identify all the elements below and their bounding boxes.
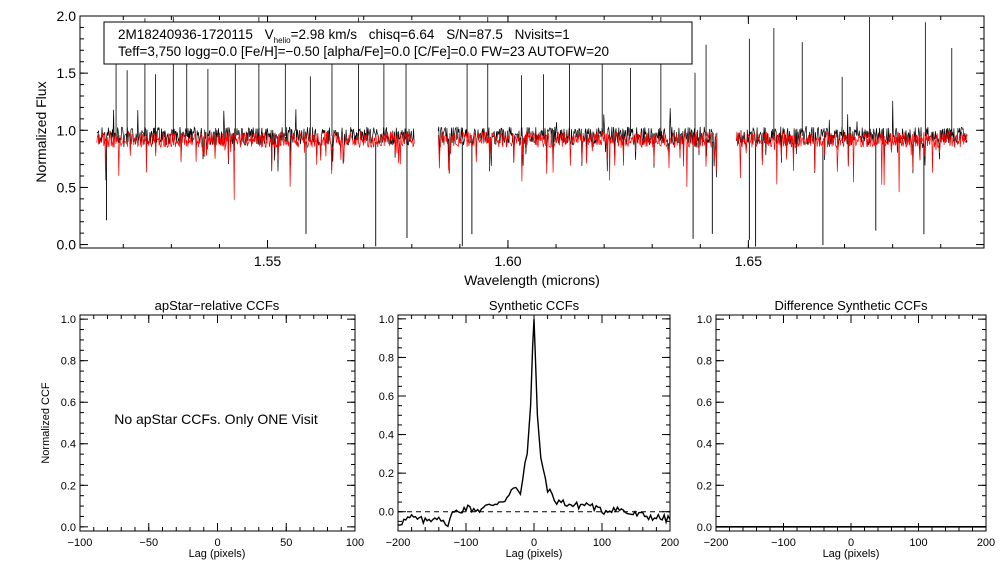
spectrum-ylabel: Normalized Flux bbox=[33, 81, 49, 182]
spectrum-ytick-label: 0.0 bbox=[57, 237, 77, 253]
spectrum-ticks: 1.55 1.60 1.65 0.0 0.5 1.0 1.5 2.0 bbox=[57, 8, 984, 269]
ccf-mid-xtick-label: −200 bbox=[386, 537, 411, 549]
vhelio-subscript: helio bbox=[274, 36, 291, 45]
ccf-left-ticks: −100 −50 0 50 100 0.0 0.2 0.4 0.6 0.8 1.0 bbox=[61, 314, 364, 549]
ccf-left-ytick-label: 0.2 bbox=[61, 480, 76, 492]
spectrum-params: Teff=3,750 logg=0.0 [Fe/H]=−0.50 [alpha/… bbox=[118, 44, 609, 59]
model-spectrum-line bbox=[96, 130, 968, 200]
ccf-mid-xtick-label: 100 bbox=[593, 537, 611, 549]
ccf-left-xtick-label: 50 bbox=[280, 537, 292, 549]
spectrum-info-line1: 2M18240936-1720115 Vhelio=2.98 km/s chis… bbox=[118, 27, 570, 45]
nvisits-value: Nvisits=1 bbox=[515, 27, 570, 42]
synthetic-ccf-curve bbox=[397, 318, 671, 528]
ccf-right-ytick-label: 0.0 bbox=[697, 522, 712, 534]
ccf-right-ytick-label: 0.4 bbox=[697, 439, 712, 451]
ccf-right-xtick-label: 100 bbox=[909, 537, 927, 549]
ccf-right-ytick-label: 0.8 bbox=[697, 356, 712, 368]
ccf-left-ytick-label: 1.0 bbox=[61, 314, 76, 326]
ccf-mid-ytick-label: 0.4 bbox=[379, 430, 394, 442]
ccf-right-ticks: −200 −100 0 100 200 0.0 0.2 0.4 0.6 0.8 1.0 bbox=[697, 314, 995, 549]
ccf-mid-ytick-label: 0.0 bbox=[379, 507, 394, 519]
ccf-right-xtick-label: 200 bbox=[977, 537, 995, 549]
model-chip-1 bbox=[96, 130, 415, 200]
ccf-mid-xtick-label: 200 bbox=[661, 537, 679, 549]
snr-value: S/N=87.5 bbox=[446, 27, 503, 42]
ccf-left-ytick-label: 0.6 bbox=[61, 397, 76, 409]
ccf-right-xlabel: Lag (pixels) bbox=[823, 548, 880, 560]
spectrum-panel: 1.55 1.60 1.65 0.0 0.5 1.0 1.5 2.0 2M18240936-1… bbox=[33, 8, 985, 288]
ccf-mid-ytick-label: 1.0 bbox=[379, 314, 394, 326]
ccf-left-ytick-label: 0.0 bbox=[61, 522, 76, 534]
ccf-right-xtick-label: −200 bbox=[704, 537, 729, 549]
ccf-mid-ytick-label: 0.8 bbox=[379, 352, 394, 364]
spectrum-xtick-label: 1.65 bbox=[735, 253, 762, 269]
spectrum-xtick-label: 1.55 bbox=[254, 253, 281, 269]
spectrum-ytick-label: 2.0 bbox=[57, 8, 77, 24]
ccf-right-ytick-label: 0.2 bbox=[697, 480, 712, 492]
ccf-right-frame bbox=[715, 314, 987, 532]
ccf-right-xtick-label: −100 bbox=[771, 537, 796, 549]
spectrum-xtick-label: 1.60 bbox=[494, 253, 521, 269]
ccf-left-xlabel: Lag (pixels) bbox=[189, 548, 246, 560]
spectrum-ytick-label: 1.5 bbox=[57, 65, 77, 81]
ccf-mid-xtick-label: −100 bbox=[454, 537, 479, 549]
ccf-left-title: apStar−relative CCFs bbox=[155, 298, 280, 313]
no-ccf-message: No apStar CCFs. Only ONE Visit bbox=[114, 411, 318, 427]
ccf-right-ytick-label: 0.6 bbox=[697, 397, 712, 409]
ccf-mid-frame bbox=[397, 314, 671, 532]
ccf-left-xtick-label: 100 bbox=[346, 537, 364, 549]
ccf-right-xtick-label: 0 bbox=[848, 537, 854, 549]
ccf-mid-xtick-label: 0 bbox=[531, 537, 537, 549]
ccf-mid-title: Synthetic CCFs bbox=[489, 298, 580, 313]
model-chip-3 bbox=[736, 130, 968, 193]
spectrum-info-box bbox=[103, 21, 693, 65]
ccf-mid-xlabel: Lag (pixels) bbox=[506, 548, 563, 560]
spectrum-frame bbox=[79, 15, 985, 249]
spectrum-ytick-label: 1.0 bbox=[57, 122, 77, 138]
vhelio-prefix: V bbox=[265, 27, 274, 42]
vhelio-value: =2.98 km/s bbox=[291, 27, 358, 42]
ccf-mid-panel: −200 −100 0 100 200 0.0 0.2 0.4 0.6 0.8 1.0 Synthe… bbox=[379, 298, 679, 560]
spectrum-xlabel: Wavelength (microns) bbox=[464, 272, 600, 288]
observed-chip-1 bbox=[96, 109, 415, 172]
ccf-left-xtick-label: −100 bbox=[68, 537, 93, 549]
ccf-left-xtick-label: 0 bbox=[214, 537, 220, 549]
ccf-left-xtick-label: −50 bbox=[139, 537, 158, 549]
ccf-left-ylabel: Normalized CCF bbox=[40, 382, 52, 464]
star-id: 2M18240936-1720115 bbox=[118, 27, 253, 42]
ccf-left-ytick-label: 0.8 bbox=[61, 356, 76, 368]
ccf-right-ytick-label: 1.0 bbox=[697, 314, 712, 326]
chisq-value: chisq=6.64 bbox=[369, 27, 435, 42]
observed-spectrum-line bbox=[96, 17, 968, 247]
ccf-left-panel: −100 −50 0 50 100 0.0 0.2 0.4 0.6 0.8 1.0 apStar−r… bbox=[40, 298, 364, 560]
model-chip-2 bbox=[437, 131, 718, 188]
ccf-right-title: Difference Synthetic CCFs bbox=[775, 298, 928, 313]
ccf-mid-ticks: −200 −100 0 100 200 0.0 0.2 0.4 0.6 0.8 1.0 bbox=[379, 314, 679, 549]
ccf-mid-ytick-label: 0.6 bbox=[379, 391, 394, 403]
ccf-mid-ytick-label: 0.2 bbox=[379, 468, 394, 480]
ccf-right-panel: −200 −100 0 100 200 0.0 0.2 0.4 0.6 0.8 1.0 Differ… bbox=[697, 298, 995, 560]
spectrum-ytick-label: 0.5 bbox=[57, 179, 77, 195]
ccf-left-ytick-label: 0.4 bbox=[61, 439, 76, 451]
